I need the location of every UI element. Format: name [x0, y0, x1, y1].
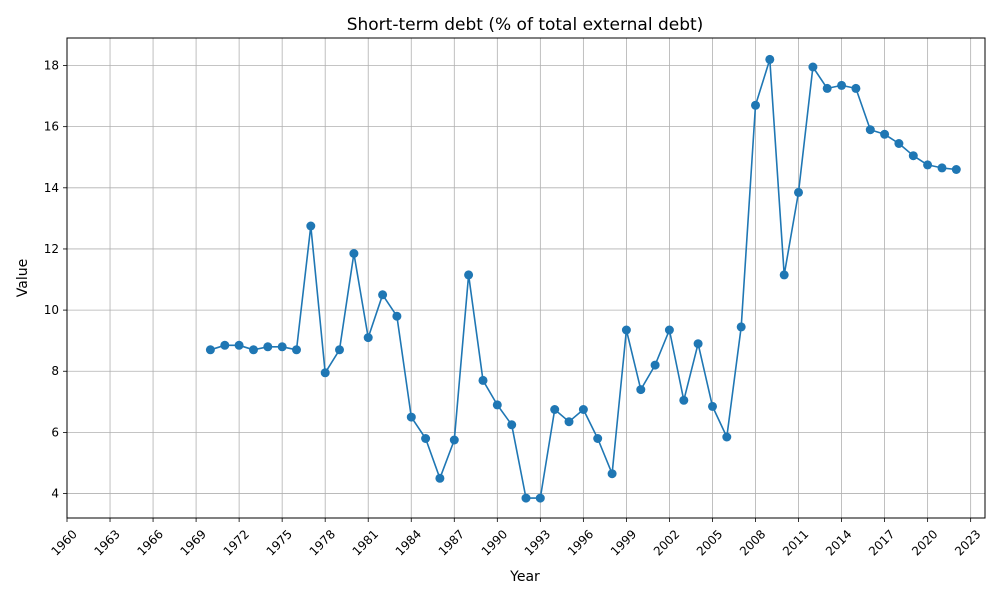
data-point — [951, 165, 961, 174]
data-point — [349, 249, 359, 258]
data-point — [392, 311, 402, 321]
data-point — [751, 100, 760, 110]
data-point — [679, 395, 689, 405]
data-point — [550, 405, 560, 414]
data-point — [865, 125, 875, 135]
y-tick-label: 10 — [44, 303, 59, 317]
data-point — [521, 493, 531, 503]
data-point — [378, 290, 388, 300]
data-point — [908, 151, 918, 161]
data-point — [220, 340, 230, 350]
data-point — [292, 345, 301, 355]
data-point — [249, 345, 258, 355]
data-point — [621, 325, 631, 335]
data-point — [421, 434, 431, 443]
data-point — [234, 340, 244, 350]
data-point — [808, 62, 818, 72]
y-tick-label: 6 — [51, 425, 59, 439]
data-point — [263, 342, 273, 352]
grid-lines — [66, 38, 985, 518]
y-tick-label: 4 — [51, 487, 59, 501]
data-point — [650, 360, 660, 370]
y-axis: 4 6 8 10 12 14 16 18 — [44, 59, 67, 501]
data-point — [306, 221, 316, 231]
data-point — [335, 345, 344, 355]
data-point — [406, 412, 416, 422]
data-point — [837, 80, 847, 90]
data-point — [578, 405, 588, 414]
data-point — [607, 469, 617, 479]
data-point — [564, 417, 574, 427]
data-point — [593, 434, 603, 443]
chart-title: Short-term debt (% of total external deb… — [347, 15, 704, 35]
data-point — [277, 342, 287, 352]
data-point — [923, 160, 933, 170]
data-point — [822, 83, 832, 93]
data-point — [708, 401, 717, 411]
y-tick-label: 16 — [44, 120, 59, 134]
y-tick-label: 18 — [44, 59, 59, 73]
data-point — [736, 322, 746, 332]
data-point — [435, 473, 445, 483]
y-axis-title: Value — [15, 259, 31, 297]
data-point — [449, 435, 459, 445]
y-tick-label: 12 — [44, 242, 59, 256]
data-point — [880, 129, 890, 139]
data-point — [765, 54, 775, 64]
data-point — [478, 375, 488, 385]
data-point — [722, 432, 732, 442]
data-point — [693, 339, 703, 349]
data-point — [851, 83, 861, 93]
x-axis-title: Year — [509, 569, 540, 585]
data-point — [320, 368, 330, 378]
plot-area-frame — [66, 37, 986, 519]
data-point — [794, 187, 803, 197]
data-point — [492, 400, 502, 410]
data-point — [664, 325, 674, 335]
data-point — [636, 385, 646, 395]
data-point — [779, 270, 789, 280]
data-point — [363, 333, 373, 343]
series-layer — [205, 54, 961, 503]
y-tick-label: 8 — [51, 364, 59, 378]
y-tick-label: 14 — [44, 181, 59, 195]
data-point — [535, 493, 545, 503]
data-point — [894, 139, 904, 148]
data-point — [937, 163, 947, 173]
data-point — [205, 345, 215, 355]
data-point — [464, 270, 474, 280]
data-point — [507, 420, 517, 430]
